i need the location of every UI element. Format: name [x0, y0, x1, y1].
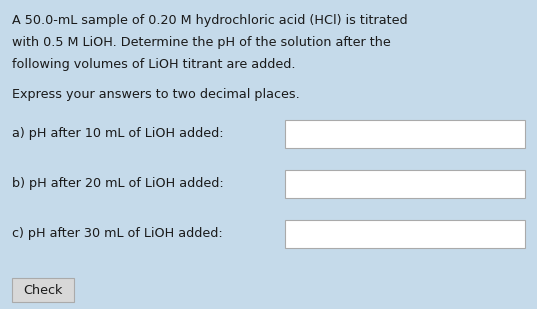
Text: with 0.5 M LiOH. Determine the pH of the solution after the: with 0.5 M LiOH. Determine the pH of the… [12, 36, 391, 49]
Text: a) pH after 10 mL of LiOH added:: a) pH after 10 mL of LiOH added: [12, 128, 223, 141]
Text: A 50.0-mL sample of 0.20 M hydrochloric acid (HCl) is titrated: A 50.0-mL sample of 0.20 M hydrochloric … [12, 14, 408, 27]
FancyBboxPatch shape [285, 170, 525, 198]
Text: Check: Check [23, 283, 63, 297]
Text: following volumes of LiOH titrant are added.: following volumes of LiOH titrant are ad… [12, 58, 295, 71]
FancyBboxPatch shape [285, 120, 525, 148]
Text: b) pH after 20 mL of LiOH added:: b) pH after 20 mL of LiOH added: [12, 177, 224, 191]
FancyBboxPatch shape [285, 220, 525, 248]
Text: Express your answers to two decimal places.: Express your answers to two decimal plac… [12, 88, 300, 101]
FancyBboxPatch shape [12, 278, 74, 302]
Text: c) pH after 30 mL of LiOH added:: c) pH after 30 mL of LiOH added: [12, 227, 223, 240]
